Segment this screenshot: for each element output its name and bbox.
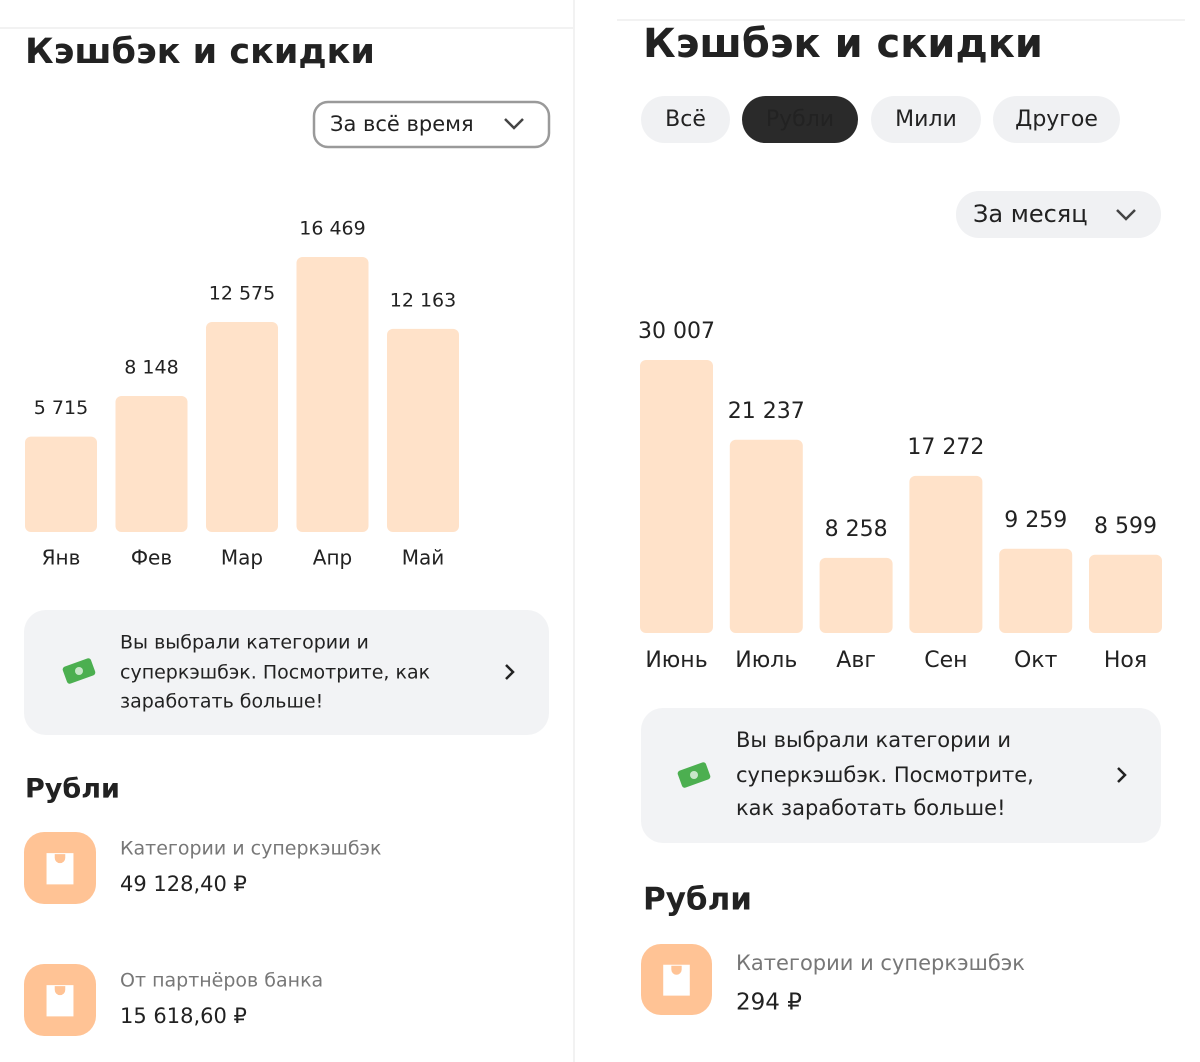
item-label: Категории и суперкэшбэк bbox=[736, 951, 1025, 975]
chevron-down bbox=[1116, 209, 1136, 221]
value-label: 16 469 bbox=[299, 218, 365, 240]
tab-label: Всё bbox=[665, 107, 706, 132]
category-label: Июль bbox=[735, 648, 797, 673]
bag-icon bbox=[663, 964, 690, 996]
promo-text: суперкэшбэк. Посмотрите, bbox=[736, 763, 1034, 787]
tab-chip[interactable] bbox=[742, 96, 858, 143]
bar[interactable] bbox=[999, 548, 1073, 633]
section-title: Рубли bbox=[643, 882, 752, 918]
title: Кэшбэк и скидки bbox=[25, 32, 375, 72]
category-label: Июнь bbox=[645, 648, 707, 673]
item-label: От партнёров банка bbox=[120, 970, 323, 992]
bar[interactable] bbox=[296, 257, 369, 532]
value-label: 5 715 bbox=[34, 397, 88, 419]
category-label: Янв bbox=[42, 546, 81, 570]
item-label: Категории и суперкэшбэк bbox=[120, 838, 381, 860]
chevron-down bbox=[504, 118, 524, 130]
bar[interactable] bbox=[25, 436, 97, 532]
bar[interactable] bbox=[206, 322, 278, 532]
bar[interactable] bbox=[909, 475, 983, 633]
chevron-right bbox=[505, 664, 515, 680]
promo-card[interactable] bbox=[641, 708, 1161, 843]
category-label: Май bbox=[402, 546, 445, 570]
promo-text: как заработать больше! bbox=[736, 796, 1005, 820]
category-label: Окт bbox=[1014, 648, 1058, 673]
item-amount: 294 ₽ bbox=[736, 990, 802, 1016]
title: Кэшбэк и скидки bbox=[643, 21, 1043, 67]
tab-label: Другое bbox=[1015, 107, 1098, 132]
value-label: 9 259 bbox=[1004, 508, 1067, 533]
bag-icon bbox=[46, 985, 74, 1017]
bag-icon bbox=[46, 853, 74, 885]
bar[interactable] bbox=[387, 328, 459, 532]
tab-chip[interactable] bbox=[641, 96, 730, 143]
item-amount: 15 618,60 ₽ bbox=[120, 1004, 247, 1028]
promo-text: Вы выбрали категории и bbox=[736, 728, 1011, 752]
value-label: 17 272 bbox=[907, 435, 984, 460]
value-label: 8 148 bbox=[124, 356, 178, 378]
filter-dropdown[interactable] bbox=[312, 100, 551, 149]
category-label: Ноя bbox=[1104, 648, 1147, 673]
filter-dropdown[interactable] bbox=[956, 191, 1161, 238]
item-amount: 49 128,40 ₽ bbox=[120, 872, 247, 896]
money-icon bbox=[677, 762, 711, 788]
filter-label: За всё время bbox=[330, 112, 474, 136]
value-label: 8 258 bbox=[825, 517, 888, 542]
money-icon bbox=[62, 658, 96, 684]
category-label: Мар bbox=[221, 546, 263, 570]
tab-chip[interactable] bbox=[871, 96, 981, 143]
value-label: 8 599 bbox=[1094, 514, 1157, 539]
tab-label: Мили bbox=[895, 107, 957, 132]
category-label: Сен bbox=[924, 648, 967, 673]
filter-label: За месяц bbox=[973, 200, 1088, 228]
promo-text: Вы выбрали категории и bbox=[120, 632, 369, 654]
tab-chip[interactable] bbox=[993, 96, 1120, 143]
promo-card[interactable] bbox=[24, 610, 549, 735]
category-label: Фев bbox=[131, 546, 172, 570]
category-label: Апр bbox=[313, 546, 352, 570]
section-title: Рубли bbox=[25, 774, 120, 805]
value-label: 30 007 bbox=[638, 319, 715, 344]
tab-label: Рубли bbox=[766, 107, 834, 132]
bar[interactable] bbox=[819, 557, 893, 633]
promo-text: заработать больше! bbox=[120, 691, 323, 713]
bar[interactable] bbox=[1089, 554, 1162, 633]
bar[interactable] bbox=[640, 360, 713, 633]
value-label: 12 163 bbox=[390, 289, 456, 311]
value-label: 12 575 bbox=[209, 283, 275, 305]
value-label: 21 237 bbox=[728, 399, 805, 424]
bar[interactable] bbox=[729, 439, 803, 633]
promo-text: суперкэшбэк. Посмотрите, как bbox=[120, 662, 430, 684]
bar[interactable] bbox=[115, 395, 188, 532]
chevron-right bbox=[1117, 767, 1127, 783]
category-label: Авг bbox=[836, 648, 876, 673]
